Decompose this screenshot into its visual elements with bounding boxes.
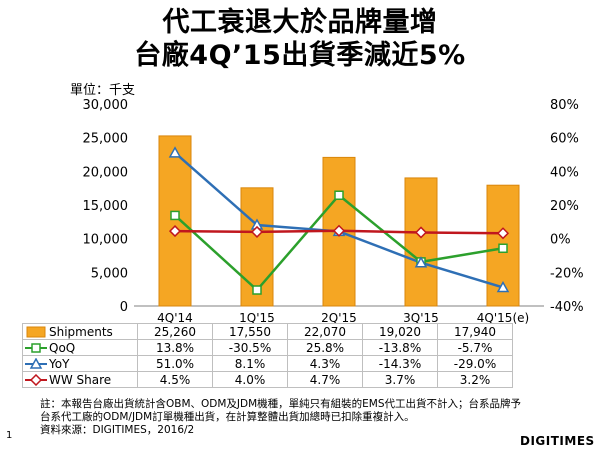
legend-label-shipments: Shipments	[49, 324, 113, 339]
table-row-yoy: YoY 51.0% 8.1% 4.3% -14.3% -29.0%	[22, 355, 513, 372]
marker-yoy	[496, 280, 510, 293]
data-table: Shipments 25,260 17,550 22,070 19,020 17,940 Q…	[22, 323, 513, 388]
unit-label: 單位：千支	[70, 83, 136, 98]
legend-key-shipments	[25, 326, 47, 338]
y-left-tick-label: 5,000	[91, 266, 128, 281]
legend-qoq: QoQ	[22, 339, 138, 356]
marker-qoq	[252, 285, 262, 295]
x-tick-label: 4Q'14	[157, 311, 193, 325]
legend-key-yoy	[25, 357, 47, 370]
data-label-ww-share: 3.2%	[437, 371, 513, 388]
data-label-shipments: 25,260	[137, 323, 213, 340]
marker-ww-share	[414, 226, 428, 239]
table-row-ww-share: WW Share 4.5% 4.0% 4.7% 3.7% 3.2%	[22, 371, 513, 388]
marker-ww-share	[332, 224, 346, 237]
digitimes-logo: DIGITIMES	[520, 434, 595, 448]
marker-qoq	[170, 210, 180, 221]
marker-ww-share	[250, 225, 264, 238]
data-label-qoq: -13.8%	[362, 339, 438, 356]
data-label-yoy: -14.3%	[362, 355, 438, 372]
source-line: 資料來源：DIGITIMES，2016/2	[40, 424, 195, 436]
x-tick-label: 1Q'15	[239, 311, 275, 325]
legend-label-yoy: YoY	[49, 356, 70, 371]
legend-label-ww-share: WW Share	[49, 372, 112, 387]
data-label-shipments: 22,070	[287, 323, 363, 340]
marker-yoy	[168, 146, 182, 158]
data-label-shipments: 17,940	[437, 323, 513, 340]
x-tick-label: 2Q'15	[321, 311, 357, 325]
chart: 0 5,000 10,000 15,000 20,000 25,000 30,000 -40%…	[83, 98, 584, 325]
y-right-tick-label: 60%	[550, 132, 579, 147]
data-label-ww-share: 4.7%	[287, 371, 363, 388]
marker-ww-share	[168, 225, 182, 238]
bar-shipments	[158, 135, 192, 307]
marker-ww-share	[496, 227, 510, 240]
y-right-tick-label: 80%	[550, 98, 579, 113]
x-tick-label: 3Q'15	[403, 311, 439, 325]
y-left-tick-label: 20,000	[83, 165, 129, 180]
table-row-qoq: QoQ 13.8% -30.5% 25.8% -13.8% -5.7%	[22, 339, 513, 356]
y-right-tick-label: -20%	[550, 266, 584, 281]
y-right-tick-label: 20%	[550, 199, 579, 214]
slide-number: 1	[6, 430, 13, 441]
marker-qoq	[334, 190, 344, 200]
y-right-tick-label: -40%	[550, 300, 584, 315]
x-tick-label: 4Q'15(e)	[477, 311, 529, 325]
table-row-shipments: Shipments 25,260 17,550 22,070 19,020 17,940	[22, 323, 513, 340]
y-left-tick-label: 0	[120, 300, 128, 315]
y-left-tick-label: 25,000	[83, 132, 129, 147]
y-right-tick-label: 40%	[550, 165, 579, 180]
y-left-tick-label: 10,000	[83, 233, 129, 248]
legend-shipments: Shipments	[22, 323, 138, 340]
y-left-tick-label: 15,000	[83, 199, 129, 214]
data-label-yoy: 8.1%	[212, 355, 288, 372]
legend-key-qoq	[25, 342, 47, 354]
marker-qoq	[498, 243, 508, 254]
data-label-qoq: 13.8%	[137, 339, 213, 356]
data-label-qoq: -30.5%	[212, 339, 288, 356]
title-line-1: 代工衰退大於品牌量增	[162, 7, 438, 38]
y-left-tick-label: 30,000	[83, 98, 129, 113]
legend-key-ww-share	[25, 373, 47, 387]
bar-shipments	[404, 177, 438, 307]
data-label-ww-share: 4.0%	[212, 371, 288, 388]
data-label-yoy: -29.0%	[437, 355, 513, 372]
footnote-line-2: 台系代工廠的ODM/JDM訂單機種出貨，在計算整體出貨加總時已扣除重複計入。	[40, 411, 415, 423]
data-label-shipments: 17,550	[212, 323, 288, 340]
data-label-ww-share: 4.5%	[137, 371, 213, 388]
y-right-tick-label: 0%	[550, 233, 571, 248]
title-line-2: 台廠4Q’15出貨季減近5%	[134, 40, 466, 71]
legend-label-qoq: QoQ	[49, 340, 76, 355]
data-label-qoq: -5.7%	[437, 339, 513, 356]
data-label-ww-share: 3.7%	[362, 371, 438, 388]
legend-ww-share: WW Share	[22, 371, 138, 388]
footnote-line-1: 註：本報告台廠出貨統計含OBM、ODM及JDM機種，單純只有組裝的EMS代工出貨…	[40, 398, 522, 410]
data-label-yoy: 4.3%	[287, 355, 363, 372]
footnote: 註：本報告台廠出貨統計含OBM、ODM及JDM機種，單純只有組裝的EMS代工出貨…	[40, 398, 580, 437]
marker-yoy	[414, 256, 428, 268]
data-label-qoq: 25.8%	[287, 339, 363, 356]
data-label-shipments: 19,020	[362, 323, 438, 340]
legend-yoy: YoY	[22, 355, 138, 372]
data-label-yoy: 51.0%	[137, 355, 213, 372]
